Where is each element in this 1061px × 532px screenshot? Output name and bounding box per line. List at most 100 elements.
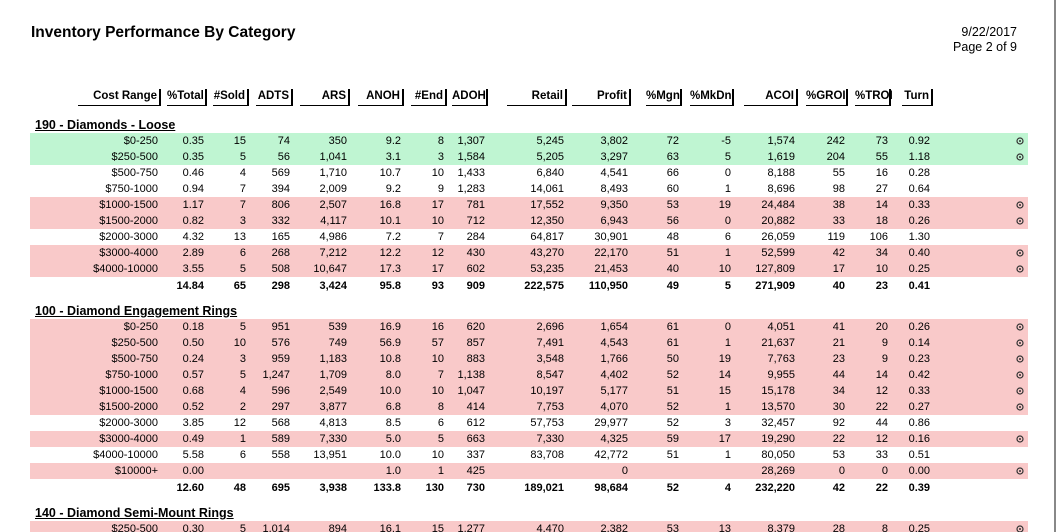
table-cell: 5	[239, 523, 246, 532]
table-cell: 7.2	[385, 231, 401, 243]
table-cell: 2,549	[319, 385, 347, 397]
column-header: %MkDn	[690, 89, 734, 106]
table-cell: 602	[466, 263, 485, 275]
table-cell: 6.8	[385, 401, 401, 413]
table-cell: 0.33	[908, 199, 930, 211]
table-cell: 20,882	[761, 215, 795, 227]
table-cell: 4,117	[320, 215, 347, 227]
table-cell: 15	[431, 523, 444, 532]
table-cell: 8,379	[767, 523, 795, 532]
table-cell: 16	[431, 321, 444, 333]
table-cell: 5,177	[600, 385, 628, 397]
table-cell: 1	[437, 465, 444, 477]
table-cell: 8	[881, 523, 888, 532]
total-cell: 93	[431, 280, 444, 292]
table-cell: 16	[875, 167, 888, 179]
table-cell: 51	[666, 385, 679, 397]
row-icon	[1016, 371, 1024, 379]
table-cell: 15	[718, 385, 731, 397]
table-cell: 394	[271, 183, 290, 195]
table-cell: 57	[431, 337, 444, 349]
table-cell: 4.32	[182, 231, 204, 243]
column-header: ADTS	[256, 89, 293, 106]
table-cell: 52	[666, 417, 679, 429]
table-cell: 56.9	[379, 337, 401, 349]
row-highlight	[30, 319, 1028, 335]
table-cell: 6	[724, 231, 731, 243]
table-cell: 12,350	[530, 215, 564, 227]
row-highlight	[30, 431, 1028, 447]
table-cell: 48	[666, 231, 679, 243]
table-cell: 14	[718, 369, 731, 381]
table-cell: 1	[724, 449, 731, 461]
table-cell: 6	[437, 417, 444, 429]
table-cell: 27	[875, 183, 888, 195]
table-cell: 10.8	[379, 353, 401, 365]
table-cell: 55	[875, 151, 888, 163]
total-cell: 110,950	[588, 280, 628, 292]
table-cell: 1.17	[182, 199, 204, 211]
table-cell: 663	[466, 433, 485, 445]
row-icon	[1016, 339, 1024, 347]
table-cell: 1,283	[457, 183, 485, 195]
table-cell: 508	[271, 263, 290, 275]
table-cell: 17	[431, 199, 444, 211]
table-cell: 38	[832, 199, 845, 211]
total-cell: 65	[233, 280, 246, 292]
table-cell: 0.16	[908, 433, 930, 445]
total-cell: 52	[666, 482, 679, 494]
table-cell: 61	[666, 321, 679, 333]
total-cell: 298	[271, 280, 290, 292]
table-cell: 1	[724, 247, 731, 259]
table-cell: 558	[271, 449, 290, 461]
table-cell: 7	[239, 183, 246, 195]
table-cell: 337	[466, 449, 485, 461]
table-cell: 17	[718, 433, 731, 445]
table-cell: 1,307	[457, 135, 485, 147]
total-cell: 3,938	[319, 482, 347, 494]
table-cell: 5	[239, 321, 246, 333]
table-cell: 1,710	[319, 167, 347, 179]
table-cell: 7	[437, 369, 444, 381]
table-cell: 12	[875, 433, 888, 445]
column-header: Retail	[507, 89, 567, 106]
total-cell: 48	[233, 482, 246, 494]
table-cell: 16.9	[379, 321, 401, 333]
table-cell: 22	[832, 433, 845, 445]
table-cell: 53	[832, 449, 845, 461]
table-cell: 806	[271, 199, 290, 211]
table-cell: 43,270	[530, 247, 564, 259]
table-cell: $1500-2000	[99, 215, 158, 227]
table-cell: 3,877	[319, 401, 347, 413]
table-cell: $250-500	[111, 337, 159, 349]
table-cell: 14	[875, 369, 888, 381]
table-cell: 0.26	[908, 321, 930, 333]
table-cell: 5	[239, 369, 246, 381]
table-cell: $500-750	[111, 167, 159, 179]
table-cell: $3000-4000	[99, 247, 158, 259]
table-cell: 14	[875, 199, 888, 211]
table-cell: 297	[271, 401, 290, 413]
row-highlight	[30, 245, 1028, 261]
row-icon	[1016, 265, 1024, 273]
table-cell: 53	[666, 199, 679, 211]
row-highlight	[30, 213, 1028, 229]
table-cell: 9	[881, 337, 888, 349]
total-cell: 695	[271, 482, 290, 494]
column-header: Profit	[572, 89, 631, 106]
table-cell: 0.23	[908, 353, 930, 365]
table-cell: 0.25	[908, 263, 930, 275]
table-cell: 0	[724, 321, 731, 333]
table-cell: 3	[239, 353, 246, 365]
table-cell: 4,986	[319, 231, 347, 243]
table-cell: 56	[277, 151, 290, 163]
table-cell: 16.1	[379, 523, 401, 532]
total-cell: 222,575	[524, 280, 564, 292]
table-cell: 0.64	[908, 183, 930, 195]
total-cell: 909	[466, 280, 485, 292]
table-cell: $750-1000	[105, 183, 158, 195]
table-cell: 612	[466, 417, 485, 429]
table-cell: 52,599	[761, 247, 795, 259]
table-cell: -5	[721, 135, 731, 147]
table-cell: 1,138	[457, 369, 485, 381]
